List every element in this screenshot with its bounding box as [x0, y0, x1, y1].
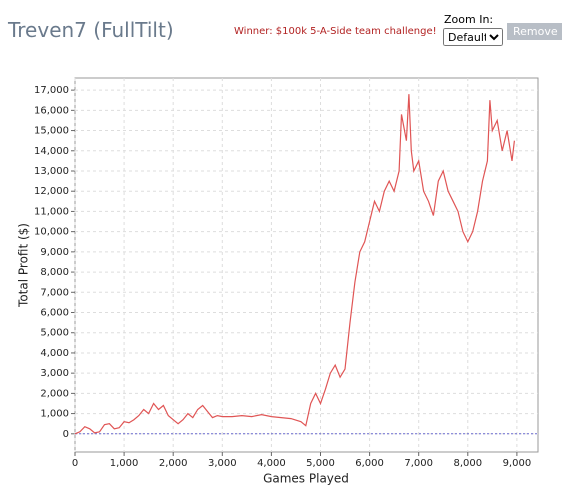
y-tick-label: 12,000	[34, 186, 69, 197]
x-axis-title: Games Played	[263, 472, 349, 486]
y-tick-label: 8,000	[40, 267, 69, 278]
x-tick-label: 7,000	[404, 458, 433, 469]
x-tick-label: 6,000	[355, 458, 384, 469]
y-tick-label: 1,000	[40, 409, 69, 420]
x-tick-label: 8,000	[453, 458, 482, 469]
x-tick-label: 9,000	[503, 458, 532, 469]
y-tick-label: 13,000	[34, 166, 69, 177]
y-tick-label: 6,000	[40, 308, 69, 319]
x-tick-label: 4,000	[257, 458, 286, 469]
zoom-select[interactable]: Default	[443, 28, 503, 46]
y-tick-label: 10,000	[34, 227, 69, 238]
remove-button[interactable]: Remove	[507, 23, 562, 40]
y-tick-label: 7,000	[40, 287, 69, 298]
y-tick-label: 3,000	[40, 368, 69, 379]
y-tick-label: 5,000	[40, 328, 69, 339]
x-tick-label: 5,000	[306, 458, 335, 469]
plot-area	[74, 77, 539, 453]
x-tick-label: 2,000	[159, 458, 188, 469]
y-tick-label: 14,000	[34, 146, 69, 157]
y-tick-label: 16,000	[34, 105, 69, 116]
y-tick-label: 9,000	[40, 247, 69, 258]
x-tick-label: 1,000	[110, 458, 139, 469]
x-tick-label: 3,000	[208, 458, 237, 469]
y-tick-label: 17,000	[34, 85, 69, 96]
zoom-label: Zoom In:	[444, 13, 494, 26]
y-tick-label: 11,000	[34, 206, 69, 217]
y-tick-label: 4,000	[40, 348, 69, 359]
profit-line	[74, 94, 515, 435]
player-title: Treven7 (FullTilt)	[8, 18, 174, 42]
x-tick-label: 0	[72, 458, 78, 469]
winner-note: Winner: $100k 5-A-Side team challenge!	[234, 26, 437, 37]
y-axis-title: Total Profit ($)	[17, 223, 31, 308]
y-tick-label: 0	[63, 429, 69, 440]
y-tick-label: 2,000	[40, 388, 69, 399]
y-tick-label: 15,000	[34, 126, 69, 137]
